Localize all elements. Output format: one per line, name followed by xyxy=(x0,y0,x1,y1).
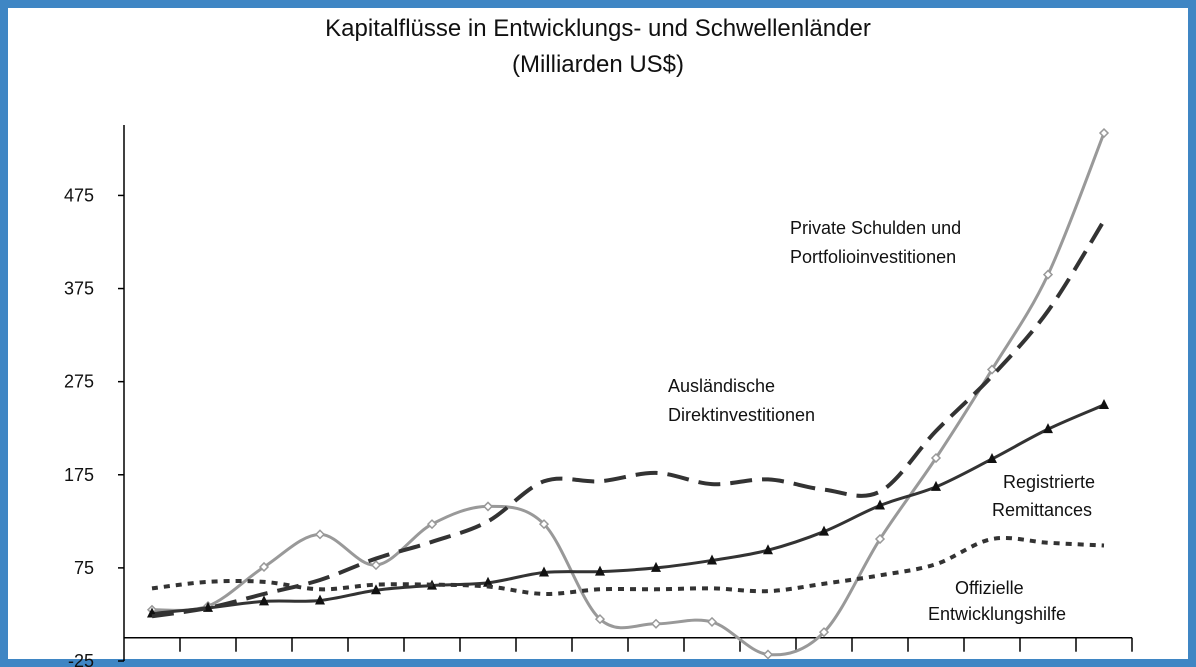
point-marker xyxy=(987,452,997,463)
annotation: Portfolioinvestitionen xyxy=(790,247,956,267)
y-tick-label: 75 xyxy=(74,558,94,578)
point-marker xyxy=(1099,398,1109,409)
point-marker xyxy=(651,561,661,572)
y-tick-label: 475 xyxy=(64,185,94,205)
point-marker xyxy=(706,616,718,627)
series-line xyxy=(151,219,1106,619)
chart-subtitle: (Milliarden US$) xyxy=(512,51,684,78)
y-tick-label: -25 xyxy=(68,651,94,667)
point-marker xyxy=(819,525,829,536)
point-marker xyxy=(931,480,941,491)
point-marker xyxy=(818,627,830,638)
annotation: Registrierte xyxy=(1003,472,1095,492)
annotation: Ausländische xyxy=(668,376,775,396)
point-marker xyxy=(594,614,606,625)
point-marker xyxy=(875,499,885,510)
point-marker xyxy=(482,501,494,512)
point-marker xyxy=(1098,127,1110,139)
point-marker xyxy=(371,584,381,595)
point-marker xyxy=(315,594,325,605)
point-marker xyxy=(707,554,717,565)
point-marker xyxy=(762,649,774,660)
point-marker xyxy=(930,452,942,464)
point-marker xyxy=(874,533,886,545)
point-marker xyxy=(1043,423,1053,434)
series-line xyxy=(151,535,1105,596)
annotation: Offizielle xyxy=(955,578,1024,598)
annotation: Entwicklungshilfe xyxy=(928,604,1066,624)
chart-title: Kapitalflüsse in Entwicklungs- und Schwe… xyxy=(325,15,871,42)
series-line xyxy=(151,403,1105,616)
point-marker xyxy=(258,561,270,573)
point-marker xyxy=(650,618,662,629)
point-marker xyxy=(426,519,438,530)
annotation: Remittances xyxy=(992,500,1092,520)
point-marker xyxy=(370,560,382,571)
annotation: Private Schulden und xyxy=(790,218,961,238)
point-marker xyxy=(539,566,549,577)
point-marker xyxy=(483,576,493,587)
point-marker xyxy=(763,544,773,555)
point-marker xyxy=(986,364,998,375)
y-tick-label: 275 xyxy=(64,372,94,392)
point-marker xyxy=(595,565,605,576)
y-tick-label: 375 xyxy=(64,279,94,299)
annotation: Direktinvestitionen xyxy=(668,405,815,425)
point-marker xyxy=(259,595,269,606)
point-marker xyxy=(1042,269,1054,280)
point-marker xyxy=(538,519,550,530)
y-tick-label: 175 xyxy=(64,465,94,485)
point-marker xyxy=(314,529,326,540)
